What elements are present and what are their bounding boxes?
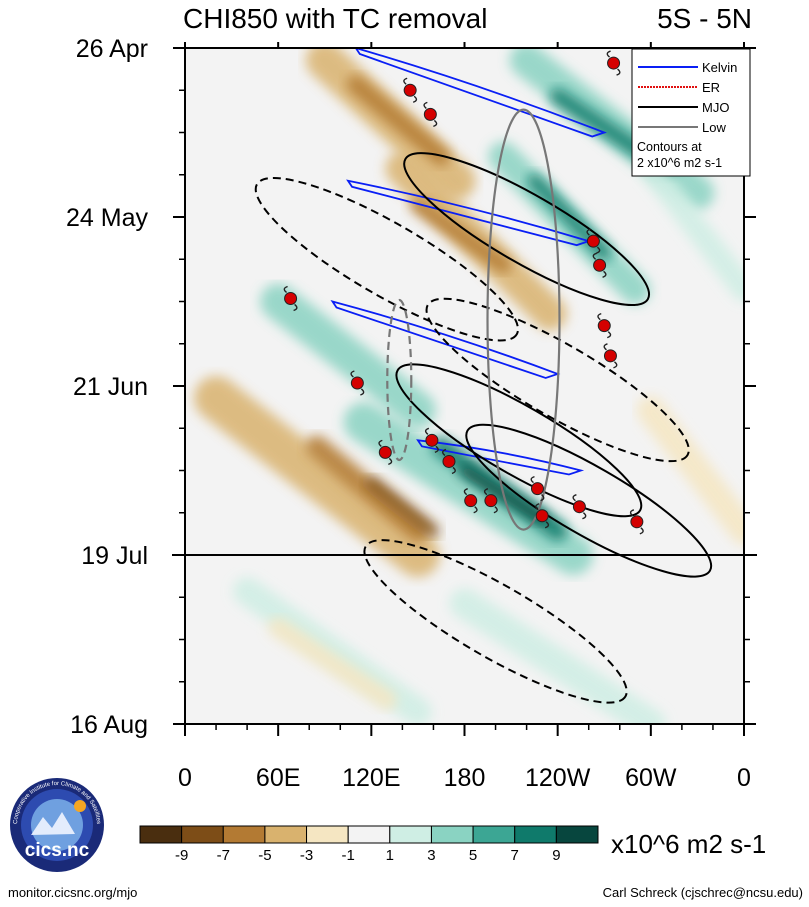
tc-marker (350, 370, 365, 396)
colorbar-level-label: -7 (217, 847, 230, 864)
colorbar-level-label: -1 (342, 847, 355, 864)
axis-ticks: 0 60E 120E 180 120W 60W 0 26 Apr 24 May 21 Jun 19 … (66, 35, 756, 792)
x-tick-label: 60E (256, 764, 300, 792)
tc-marker (483, 488, 498, 514)
heatmap-streak (343, 402, 594, 575)
kelvin-contour (346, 179, 592, 247)
y-tick-label: 19 Jul (81, 542, 148, 570)
legend-note-line1: Contours at (637, 140, 702, 154)
legend-label-low: Low (702, 120, 726, 135)
tc-marker (423, 101, 438, 128)
tc-marker (597, 312, 612, 339)
legend-label-kelvin: Kelvin (702, 60, 737, 75)
tc-marker (592, 252, 607, 278)
tc-marker (572, 494, 587, 520)
colorbar-swatch (347, 825, 391, 844)
legend-label-mjo: MJO (702, 100, 729, 115)
tc-marker (535, 503, 550, 529)
heatmap-streak (194, 376, 440, 577)
tc-marker (606, 50, 621, 76)
kelvin-contour (416, 439, 585, 476)
mjo-contour-negative (254, 177, 520, 342)
colorbar-level-label: 1 (386, 847, 394, 864)
y-tick-label: 16 Aug (70, 711, 148, 739)
colorbar-level-label: 3 (427, 847, 435, 864)
colorbar-level-label: -9 (175, 847, 188, 864)
x-tick-label: 0 (737, 764, 751, 792)
x-tick-label: 0 (178, 764, 192, 792)
chart-title: CHI850 with TC removal (183, 3, 487, 34)
mjo-contour-negative (425, 297, 690, 463)
footer-url: monitor.cicsnc.org/mjo (8, 885, 137, 900)
kelvin-contour (354, 48, 607, 138)
heatmap-streak (260, 283, 436, 429)
colorbar-swatch (514, 825, 557, 844)
colorbar-level-label: -3 (300, 847, 313, 864)
legend-note-line2: 2 x10^6 m2 s-1 (637, 156, 722, 170)
colorbar-level-label: 7 (511, 847, 519, 864)
kelvin-contour (330, 300, 561, 379)
x-tick-label: 120E (342, 764, 400, 792)
wave-contours (254, 48, 713, 704)
heatmap-streak (365, 476, 440, 537)
colorbar-swatch (430, 825, 474, 844)
tc-marker (463, 488, 478, 514)
tc-marker (403, 77, 418, 103)
x-tick-label: 60W (625, 764, 677, 792)
colorbar-level-label: 9 (552, 847, 560, 864)
logo-text: cics.nc (25, 840, 90, 861)
colorbar-swatch (389, 825, 432, 844)
x-tick-label: 180 (444, 764, 486, 792)
tc-marker (629, 509, 644, 535)
tc-marker (586, 228, 601, 254)
tc-marker (378, 439, 393, 466)
colorbar-swatch (555, 825, 599, 844)
tc-marker (424, 427, 439, 453)
colorbar-swatch (264, 825, 308, 844)
y-tick-label: 21 Jun (73, 373, 148, 401)
heatmap-streak (305, 435, 429, 542)
mjo-contour-positive (395, 363, 643, 518)
low-contour-positive (486, 108, 561, 531)
colorbar-level-label: -5 (258, 847, 271, 864)
colorbar-swatch (222, 825, 266, 844)
heatmap-streak (636, 396, 744, 545)
cicsnc-logo: cics.nc Cooperative Institute for Climat… (10, 778, 104, 872)
colorbar-swatch (181, 825, 224, 844)
colorbar: -9 -7 -5 -3 -1 1 3 5 7 9 (139, 825, 599, 864)
heatmap-streak (638, 156, 744, 302)
colorbar-unit: x10^6 m2 s-1 (611, 829, 766, 859)
legend: Kelvin ER MJO Low Contours at 2 x10^6 m2… (631, 48, 751, 177)
low-contour-negative (386, 298, 413, 462)
heatmap-streak (346, 75, 451, 166)
colorbar-swatch (306, 825, 349, 844)
region-label: 5S - 5N (657, 3, 752, 34)
mjo-contour-positive (403, 152, 651, 307)
colorbar-level-label: 5 (469, 847, 477, 864)
tc-marker (283, 285, 298, 312)
tc-marker (530, 475, 545, 502)
x-tick-label: 120W (525, 764, 591, 792)
mjo-contour-positive (465, 423, 713, 578)
footer-credit: Carl Schreck (cjschrec@ncsu.edu) (603, 885, 803, 900)
colorbar-swatch (472, 825, 516, 844)
colorbar-swatch (139, 825, 183, 844)
y-tick-label: 24 May (66, 204, 148, 232)
heatmap-streak (449, 588, 666, 724)
heatmap-streak (268, 617, 397, 710)
legend-label-er: ER (702, 80, 720, 95)
tc-marker (442, 448, 456, 475)
y-tick-label: 26 Apr (76, 35, 148, 63)
mjo-contour-negative (363, 539, 628, 704)
tc-marker (603, 343, 618, 369)
